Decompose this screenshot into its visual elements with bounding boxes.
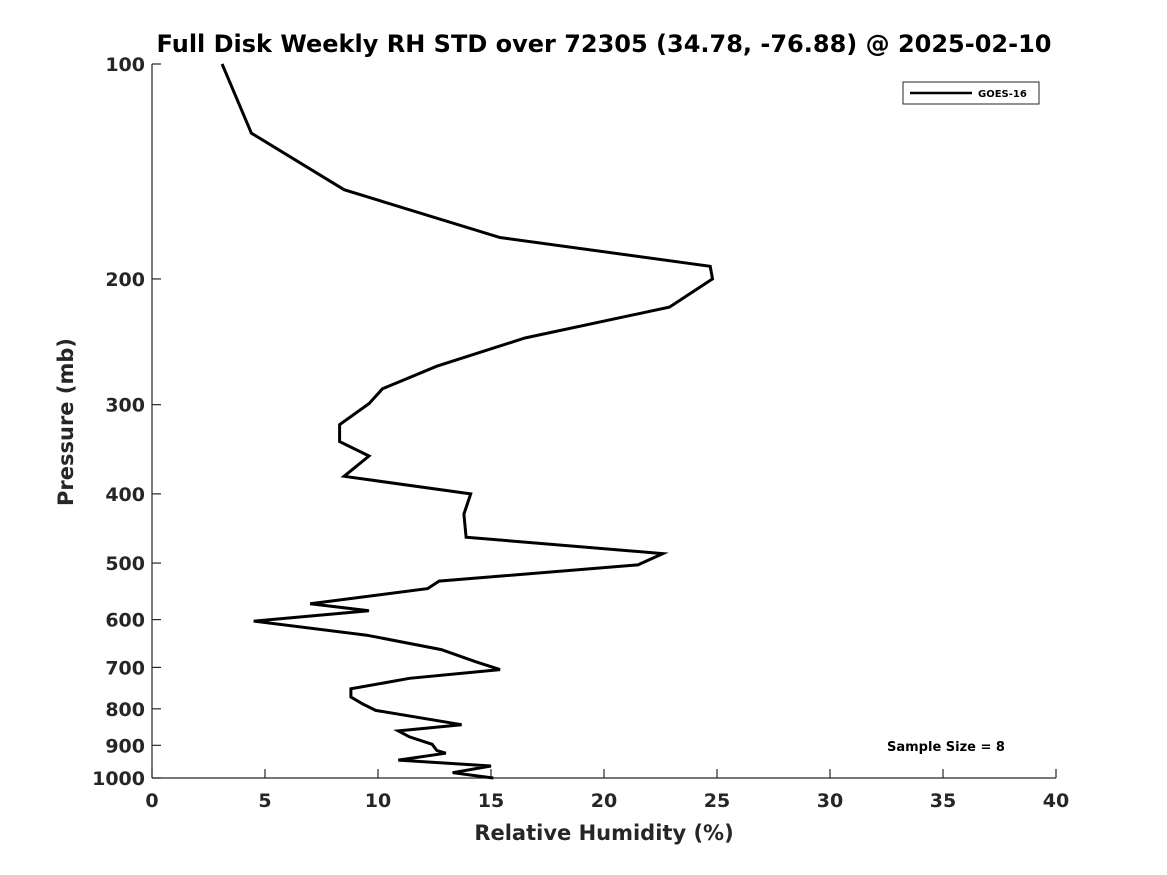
series-line-goes-16	[220, 63, 715, 780]
x-tick-label: 15	[478, 790, 504, 812]
y-tick-label: 500	[105, 553, 145, 575]
y-tick-label: 100	[105, 54, 145, 76]
chart-title: Full Disk Weekly RH STD over 72305 (34.7…	[157, 30, 1052, 58]
sample-size-annotation: Sample Size = 8	[887, 740, 1005, 755]
y-ticks: 100 200 300 400 500 600 700 800 900 1000	[92, 54, 161, 790]
x-tick-label: 40	[1043, 790, 1069, 812]
x-tick-label: 5	[258, 790, 271, 812]
y-axis-label: Pressure (mb)	[54, 338, 78, 506]
legend: GOES-16	[902, 81, 1040, 105]
x-tick-label: 35	[930, 790, 956, 812]
x-tick-label: 20	[591, 790, 617, 812]
y-tick-label: 600	[105, 610, 145, 632]
x-tick-label: 0	[145, 790, 158, 812]
series-layer	[220, 63, 715, 780]
y-tick-label: 1000	[92, 768, 145, 790]
y-tick-label: 200	[105, 269, 145, 291]
y-tick-label: 300	[105, 395, 145, 417]
x-tick-label: 25	[704, 790, 730, 812]
x-axis-label: Relative Humidity (%)	[474, 821, 733, 845]
y-tick-label: 700	[105, 657, 145, 679]
x-tick-label: 30	[817, 790, 843, 812]
x-ticks: 0 5 10 15 20 25 30 35 40	[145, 769, 1069, 812]
legend-label-goes-16: GOES-16	[978, 89, 1027, 100]
y-tick-label: 900	[105, 735, 145, 757]
y-tick-label: 400	[105, 484, 145, 506]
y-tick-label: 800	[105, 699, 145, 721]
x-tick-label: 10	[365, 790, 391, 812]
